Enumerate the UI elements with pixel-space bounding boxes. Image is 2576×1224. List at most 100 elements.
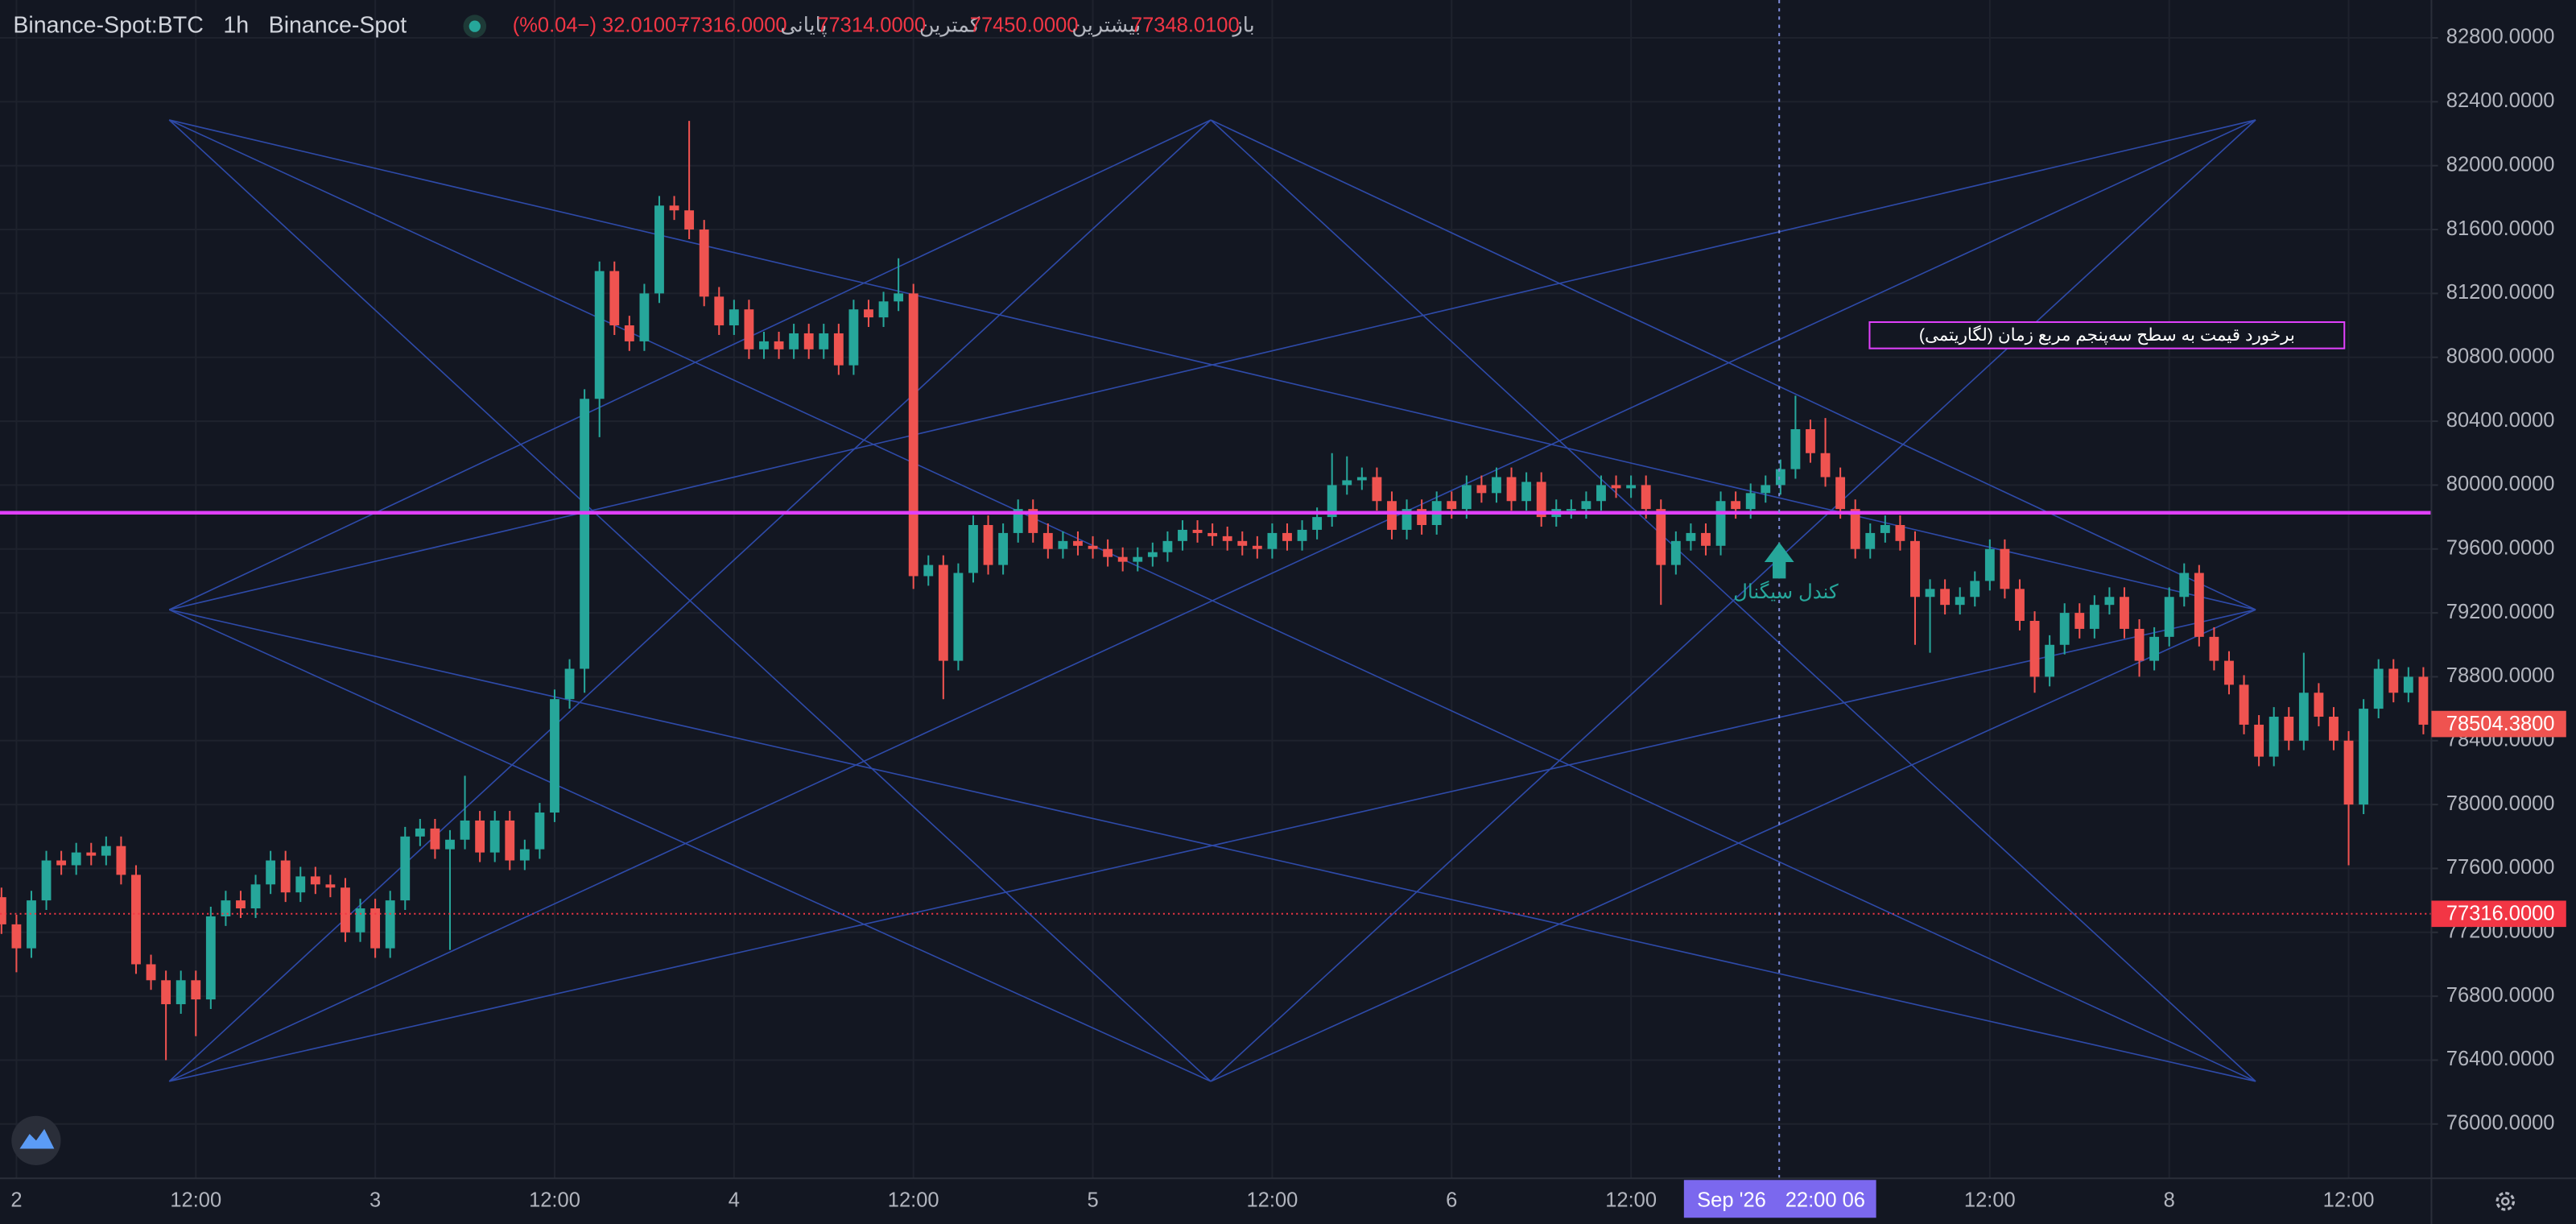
candle-body: [639, 293, 650, 341]
candle-body: [1252, 545, 1262, 549]
ohlc-label: پایانی: [780, 14, 827, 37]
candle-body: [1940, 589, 1951, 606]
x-tick-label: 3: [369, 1189, 381, 1212]
candle-body: [1656, 509, 1666, 565]
gear-center[interactable]: [2500, 1197, 2510, 1206]
candle-body: [1147, 552, 1158, 557]
candle-body: [1596, 485, 1606, 502]
candle-body: [1282, 532, 1292, 541]
candle-body: [1895, 524, 1905, 541]
x-tick-label: 12:00: [1964, 1189, 2016, 1212]
candle-body: [2224, 660, 2234, 685]
candle-body: [803, 333, 814, 349]
candle-body: [1715, 501, 1726, 546]
candle-body: [385, 900, 395, 949]
candle-body: [1521, 482, 1532, 502]
candle-body: [445, 839, 455, 850]
candle-body: [1611, 485, 1621, 489]
candle-body: [191, 980, 201, 1000]
candle-body: [1626, 485, 1637, 489]
candle-body: [1775, 469, 1785, 486]
candle-body: [266, 860, 276, 885]
candle-body: [2343, 740, 2354, 805]
candle-body: [116, 846, 126, 875]
candle-body: [1178, 529, 1187, 541]
y-tick-label: 79600.0000: [2446, 536, 2555, 559]
y-tick-label: 80000.0000: [2446, 473, 2555, 495]
candle-body: [1955, 597, 1965, 606]
price-axis: [2431, 0, 2576, 1224]
candle-body: [505, 820, 515, 861]
candle-body: [1088, 545, 1098, 549]
candle-body: [2074, 613, 2085, 629]
candle-body: [1372, 477, 1382, 502]
gann-line: [1210, 119, 2256, 1082]
gann-line: [169, 119, 2256, 610]
x-tick-label: 4: [729, 1189, 740, 1212]
x-tick-label: 12:00: [2323, 1189, 2375, 1212]
y-tick-label: 81200.0000: [2446, 281, 2555, 304]
ohlc-label: کمترین: [919, 14, 980, 37]
axes: 76000.000076400.000076800.000077200.0000…: [10, 26, 2566, 1212]
ohlc-value: 77450.0000: [970, 14, 1079, 36]
gann-line: [169, 609, 2256, 1082]
candle-body: [848, 309, 859, 366]
candle-body: [2209, 636, 2219, 661]
annotation-box: [1868, 320, 2346, 349]
candle-body: [550, 699, 559, 813]
candle-body: [1356, 477, 1367, 481]
candle-body: [699, 229, 709, 297]
candle-body: [341, 887, 350, 932]
candle-body: [1670, 540, 1681, 565]
candle-body: [1970, 581, 1980, 598]
price-tag-label: 78504.3800: [2446, 713, 2555, 735]
candle-body: [146, 964, 156, 981]
candle-body: [580, 399, 590, 669]
gear-icon[interactable]: [2496, 1192, 2516, 1211]
candle-body: [519, 849, 530, 861]
ohlc-change: −32.0100 (−0.04%): [513, 14, 688, 36]
y-tick-label: 76400.0000: [2446, 1048, 2555, 1070]
candle-body: [205, 916, 216, 1000]
x-tick-label: 5: [1087, 1189, 1098, 1212]
settings-button[interactable]: [2496, 1192, 2516, 1211]
candle-body: [1790, 428, 1801, 469]
candle-body: [475, 820, 485, 853]
y-tick-label: 77600.0000: [2446, 856, 2555, 879]
candle-body: [1461, 485, 1472, 510]
candle-body: [1013, 509, 1023, 533]
candle-body: [2284, 717, 2294, 741]
ohlc-value: 77314.0000: [817, 14, 926, 36]
exchange: Binance-Spot: [269, 12, 407, 38]
candle-body: [280, 860, 291, 893]
interval: 1h: [223, 12, 249, 38]
candle-body: [101, 846, 111, 856]
y-tick-label: 76800.0000: [2446, 984, 2555, 1007]
candle-body: [624, 325, 634, 341]
candle-body: [774, 341, 784, 349]
candle-body: [355, 908, 365, 932]
candle-body: [1192, 529, 1203, 533]
candle-body: [968, 524, 978, 573]
logo-mark[interactable]: [19, 1129, 55, 1149]
candle-body: [1761, 485, 1771, 494]
price-tag: [2431, 710, 2566, 738]
x-tick-label: 12:00: [1247, 1189, 1298, 1212]
header: Binance-Spot:BTC 1h Binance-Spot: [13, 12, 407, 38]
candle-body: [759, 341, 769, 349]
candle-body: [131, 875, 141, 965]
y-tick-label: 78000.0000: [2446, 792, 2555, 815]
logo[interactable]: [11, 1115, 61, 1165]
candle-body: [400, 836, 411, 901]
plot-area: [0, 121, 2432, 1061]
candle-body: [833, 333, 844, 366]
candle-body: [2179, 573, 2190, 598]
candle-body: [56, 860, 67, 866]
candle-body: [460, 820, 470, 840]
grid: [0, 0, 2432, 1179]
candle-body: [684, 210, 695, 230]
candle-body: [2104, 597, 2115, 606]
candle-body: [1850, 509, 1860, 549]
